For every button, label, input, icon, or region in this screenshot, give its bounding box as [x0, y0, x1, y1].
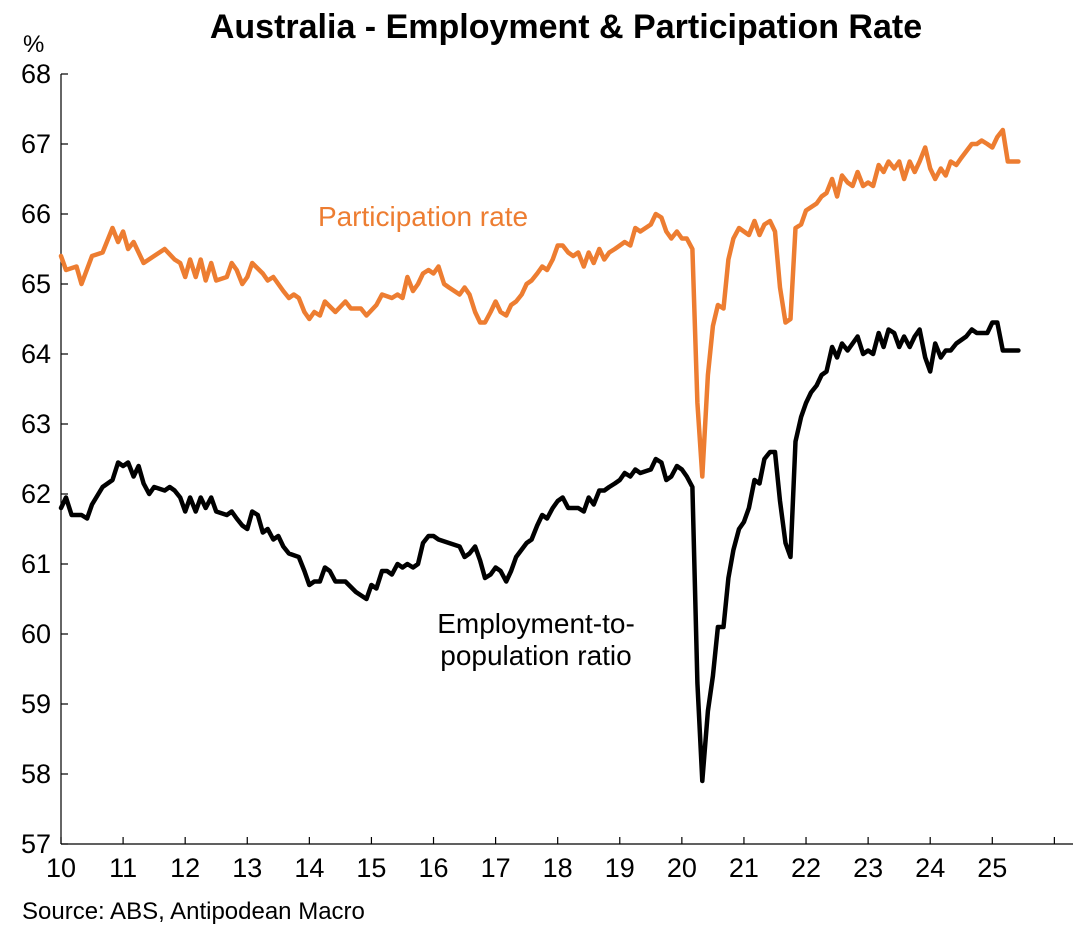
series-line-participation-rate — [58, 127, 1021, 479]
y-tick-label: 62 — [21, 479, 51, 509]
x-tick-label: 17 — [481, 853, 511, 883]
series-label: population ratio — [440, 640, 631, 671]
x-tick-label: 16 — [418, 853, 448, 883]
y-tick-label: 65 — [21, 269, 51, 299]
x-tick-label: 19 — [605, 853, 635, 883]
x-tick-label: 11 — [109, 853, 137, 883]
x-tick-label: 14 — [294, 853, 324, 883]
x-tick-label: 20 — [667, 853, 697, 883]
x-tick-label: 21 — [729, 853, 759, 883]
x-tick-label: 12 — [170, 853, 200, 883]
y-tick-label: 63 — [21, 409, 51, 439]
series-labels: Participation rate Employment-to-populati… — [318, 201, 635, 671]
x-tick-label: 25 — [977, 853, 1007, 883]
source-note: Source: ABS, Antipodean Macro — [22, 898, 365, 925]
x-tick-label: 23 — [853, 853, 883, 883]
series-label: Participation rate — [318, 201, 528, 232]
x-tick-label: 13 — [232, 853, 262, 883]
y-tick-label: 60 — [21, 619, 51, 649]
x-tick-label: 10 — [46, 853, 76, 883]
axes — [60, 74, 1073, 845]
y-tick-label: 67 — [21, 129, 51, 159]
series-line-employment-to-population-ratio — [58, 320, 1021, 784]
y-tick-label: 58 — [21, 759, 51, 789]
x-tick-label: 18 — [543, 853, 573, 883]
y-tick-label: 68 — [21, 59, 51, 89]
series-label: Employment-to- — [437, 608, 635, 639]
y-tick-label: 61 — [21, 549, 51, 579]
y-tick-label: 64 — [21, 339, 51, 369]
x-axis-ticks: 10 11 12 13 14 15 16 17 18 19 20 21 22 23 24 25 — [46, 837, 1055, 883]
y-tick-label: 66 — [21, 199, 51, 229]
y-axis-ticks: 57 58 59 60 61 62 63 64 65 66 67 68 — [21, 59, 68, 859]
series-group — [58, 127, 1021, 784]
x-tick-label: 24 — [915, 853, 945, 883]
y-axis-unit-label: % — [23, 31, 44, 58]
y-tick-label: 59 — [21, 689, 51, 719]
y-tick-label: 57 — [21, 829, 51, 859]
x-tick-label: 22 — [791, 853, 821, 883]
x-tick-label: 15 — [356, 853, 386, 883]
chart-title: Australia - Employment & Participation R… — [210, 8, 922, 46]
